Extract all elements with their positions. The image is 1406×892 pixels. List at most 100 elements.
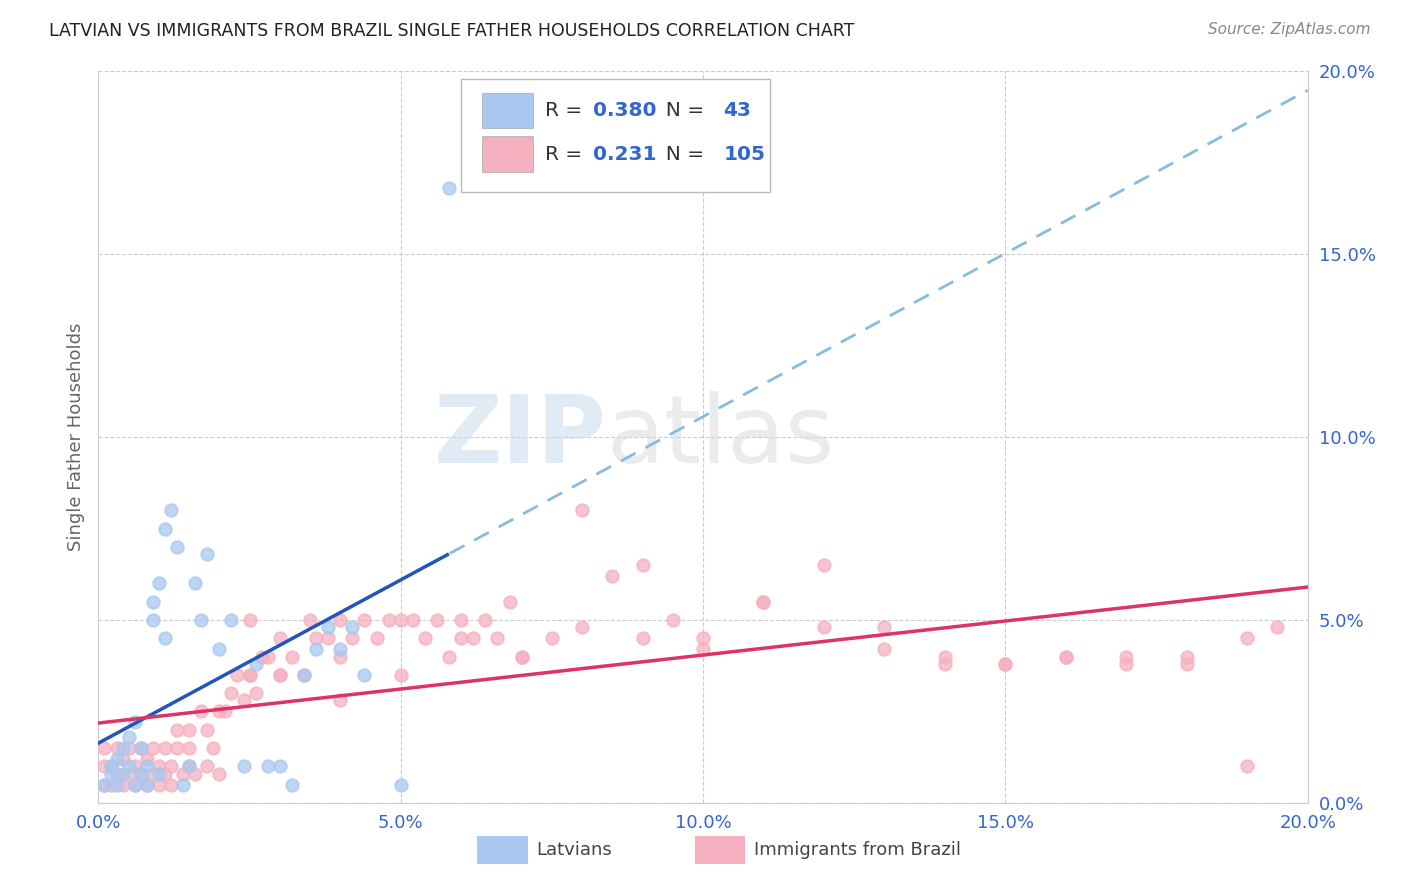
- Y-axis label: Single Father Households: Single Father Households: [66, 323, 84, 551]
- Point: [232, 693, 254, 707]
- Point: [100, 778, 122, 792]
- Point: [148, 759, 170, 773]
- Point: [692, 632, 714, 646]
- Point: [153, 766, 176, 780]
- Point: [111, 766, 134, 780]
- Point: [510, 649, 533, 664]
- FancyBboxPatch shape: [695, 836, 745, 864]
- Point: [148, 576, 170, 591]
- Point: [160, 778, 183, 792]
- Point: [208, 766, 231, 780]
- Point: [1236, 632, 1258, 646]
- Point: [873, 642, 896, 657]
- Point: [510, 649, 533, 664]
- Point: [160, 759, 183, 773]
- Point: [100, 759, 122, 773]
- Point: [269, 667, 291, 681]
- Point: [100, 766, 122, 780]
- Point: [135, 778, 157, 792]
- Point: [153, 521, 176, 535]
- Point: [1175, 649, 1198, 664]
- Point: [450, 613, 472, 627]
- Point: [226, 667, 249, 681]
- Point: [239, 613, 262, 627]
- Point: [661, 613, 683, 627]
- Point: [256, 759, 278, 773]
- Point: [1236, 759, 1258, 773]
- Point: [353, 667, 375, 681]
- Point: [631, 558, 654, 573]
- Point: [316, 632, 339, 646]
- Text: 43: 43: [724, 101, 752, 120]
- Point: [631, 632, 654, 646]
- Text: ZIP: ZIP: [433, 391, 606, 483]
- Point: [269, 667, 291, 681]
- Point: [142, 594, 165, 608]
- Point: [402, 613, 425, 627]
- Point: [195, 759, 218, 773]
- Point: [124, 778, 146, 792]
- Text: 0.231: 0.231: [593, 145, 657, 163]
- Point: [389, 667, 412, 681]
- Point: [153, 740, 176, 755]
- Point: [342, 632, 364, 646]
- Point: [256, 649, 278, 664]
- Point: [752, 594, 775, 608]
- Point: [153, 632, 176, 646]
- Text: LATVIAN VS IMMIGRANTS FROM BRAZIL SINGLE FATHER HOUSEHOLDS CORRELATION CHART: LATVIAN VS IMMIGRANTS FROM BRAZIL SINGLE…: [49, 22, 855, 40]
- Text: 0.380: 0.380: [593, 101, 657, 120]
- Point: [1054, 649, 1077, 664]
- Point: [179, 759, 201, 773]
- Text: Latvians: Latvians: [536, 840, 612, 859]
- Point: [118, 759, 141, 773]
- Point: [166, 740, 188, 755]
- Point: [342, 620, 364, 634]
- Point: [202, 740, 225, 755]
- Point: [571, 620, 593, 634]
- Point: [377, 613, 399, 627]
- Point: [1115, 649, 1137, 664]
- Point: [1115, 657, 1137, 671]
- Point: [299, 613, 322, 627]
- Point: [214, 705, 236, 719]
- Point: [179, 740, 201, 755]
- Point: [208, 705, 231, 719]
- Point: [105, 778, 128, 792]
- Point: [437, 649, 460, 664]
- Point: [245, 657, 267, 671]
- Point: [305, 642, 328, 657]
- Point: [195, 723, 218, 737]
- Point: [129, 766, 152, 780]
- Point: [571, 503, 593, 517]
- Point: [292, 667, 315, 681]
- Point: [221, 613, 243, 627]
- Point: [813, 558, 835, 573]
- Point: [389, 613, 412, 627]
- Point: [166, 540, 188, 554]
- Point: [329, 642, 352, 657]
- Point: [142, 613, 165, 627]
- Point: [269, 632, 291, 646]
- Point: [281, 649, 304, 664]
- Point: [124, 759, 146, 773]
- Point: [752, 594, 775, 608]
- Point: [692, 642, 714, 657]
- Point: [160, 503, 183, 517]
- Point: [184, 766, 207, 780]
- Point: [873, 620, 896, 634]
- Point: [135, 778, 157, 792]
- Point: [105, 766, 128, 780]
- Point: [195, 547, 218, 561]
- Point: [179, 723, 201, 737]
- Point: [135, 759, 157, 773]
- Point: [129, 766, 152, 780]
- Point: [111, 740, 134, 755]
- Point: [305, 632, 328, 646]
- Point: [474, 613, 496, 627]
- Text: N =: N =: [654, 101, 711, 120]
- Point: [450, 632, 472, 646]
- Point: [124, 715, 146, 730]
- Point: [353, 613, 375, 627]
- Point: [111, 752, 134, 766]
- Text: R =: R =: [544, 101, 588, 120]
